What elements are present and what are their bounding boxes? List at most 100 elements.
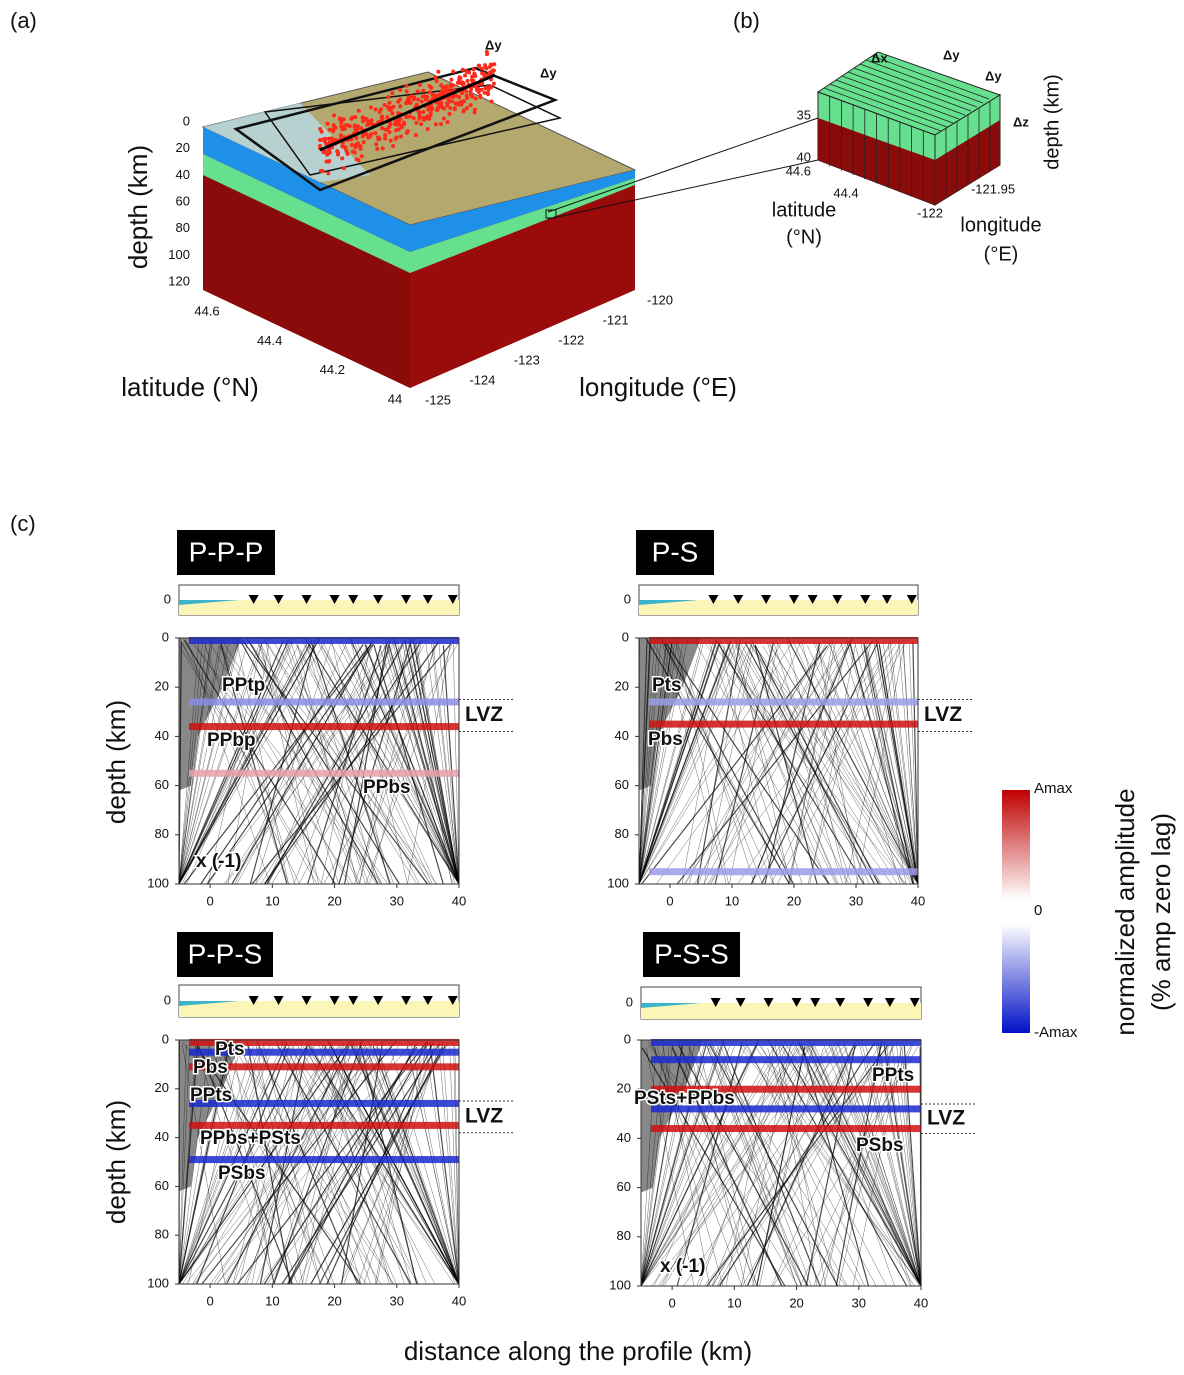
event-dot — [390, 91, 394, 95]
x-tick-label: 0 — [206, 1293, 213, 1308]
topo-land — [179, 1001, 459, 1017]
x-tick-label: 0 — [206, 893, 213, 908]
phase-label: PPts — [190, 1085, 232, 1106]
event-dot — [398, 104, 402, 108]
y-tick-label: 0 — [162, 629, 169, 644]
event-dot — [319, 169, 323, 173]
event-dot — [414, 121, 418, 125]
event-dot — [463, 74, 467, 78]
event-dot — [434, 122, 438, 126]
event-dot — [436, 108, 440, 112]
sign-note: x (-1) — [196, 851, 241, 872]
y-tick-label: 40 — [155, 728, 169, 743]
event-dot — [434, 76, 438, 80]
y-tick-label: 0 — [162, 1031, 169, 1046]
axis-title: longitude — [960, 214, 1041, 236]
event-dot — [383, 137, 387, 141]
amplitude-band — [189, 698, 459, 705]
event-dot — [421, 110, 425, 114]
event-dot — [448, 99, 452, 103]
amplitude-band — [189, 770, 459, 777]
event-dot — [389, 139, 393, 143]
event-dot — [462, 81, 466, 85]
axis-title: depth (km) — [1041, 74, 1063, 170]
amplitude-band — [189, 1063, 459, 1070]
axis-title: (°E) — [984, 243, 1019, 265]
event-dot — [442, 116, 446, 120]
y-tick-label: 80 — [617, 1228, 631, 1243]
event-dot — [350, 143, 354, 147]
depth-tick-label: 35 — [797, 107, 811, 122]
event-dot — [390, 111, 394, 115]
x-tick-label: 20 — [327, 893, 341, 908]
x-tick-label: 0 — [668, 1295, 675, 1310]
delta-label: Δy — [943, 47, 960, 62]
y-tick-label: 60 — [617, 1179, 631, 1194]
event-dot — [328, 128, 332, 132]
event-dot — [322, 150, 326, 154]
x-tick-label: 40 — [452, 893, 466, 908]
event-dot — [374, 107, 378, 111]
event-dot — [475, 87, 479, 91]
y-tick-label: 100 — [607, 875, 629, 890]
delta-label: Δz — [1013, 114, 1029, 129]
event-dot — [349, 117, 353, 121]
depth-tick-label: 120 — [168, 273, 190, 288]
event-dot — [361, 134, 365, 138]
event-dot — [480, 71, 484, 75]
phase-label: Pbs — [648, 729, 683, 750]
delta-label: Δy — [540, 65, 557, 80]
event-dot — [386, 95, 390, 99]
phase-label: PPbs+PSts — [200, 1128, 301, 1149]
event-dot — [405, 89, 409, 93]
colorbar-title: (% amp zero lag) — [1146, 813, 1176, 1011]
event-dot — [416, 98, 420, 102]
event-dot — [320, 130, 324, 134]
y-tick-label: 40 — [155, 1129, 169, 1144]
event-dot — [412, 98, 416, 102]
y-tick-label: 0 — [622, 629, 629, 644]
depth-tick-label: 80 — [176, 220, 190, 235]
event-dot — [331, 129, 335, 133]
depth-tick-label: 40 — [176, 167, 190, 182]
panel-label: (c) — [10, 511, 36, 536]
delta-label: Δy — [985, 68, 1002, 83]
axis-title: longitude (°E) — [579, 372, 737, 402]
colorbar-title: normalized amplitude — [1110, 788, 1140, 1035]
axis-title: distance along the profile (km) — [404, 1336, 752, 1366]
event-dot — [449, 78, 453, 82]
event-dot — [380, 115, 384, 119]
event-dot — [465, 79, 469, 83]
amplitude-band — [649, 868, 918, 875]
longitude-tick-label: -124 — [469, 372, 495, 387]
event-dot — [380, 126, 384, 130]
event-dot — [387, 101, 391, 105]
event-dot — [409, 101, 413, 105]
amplitude-band — [649, 698, 918, 705]
phase-label: PPbs — [363, 777, 411, 798]
lvz-label: LVZ — [465, 703, 503, 726]
event-dot — [415, 103, 419, 107]
event-dot — [439, 122, 443, 126]
topo-tick-label: 0 — [164, 591, 171, 606]
x-tick-label: 10 — [265, 1293, 279, 1308]
event-dot — [402, 121, 406, 125]
depth-tick-label: 100 — [168, 247, 190, 262]
amplitude-band — [189, 1156, 459, 1163]
x-tick-label: 40 — [914, 1295, 928, 1310]
event-dot — [353, 151, 357, 155]
event-dot — [473, 74, 477, 78]
event-dot — [469, 90, 473, 94]
lvz-label: LVZ — [927, 1106, 965, 1129]
event-dot — [391, 144, 395, 148]
event-dot — [405, 84, 409, 88]
topo-land — [179, 600, 459, 615]
event-dot — [396, 123, 400, 127]
event-dot — [442, 107, 446, 111]
event-dot — [410, 94, 414, 98]
event-dot — [357, 109, 361, 113]
colorbar — [1002, 790, 1030, 1033]
event-dot — [461, 109, 465, 113]
phase-label: PSbs — [218, 1163, 266, 1184]
event-dot — [490, 100, 494, 104]
